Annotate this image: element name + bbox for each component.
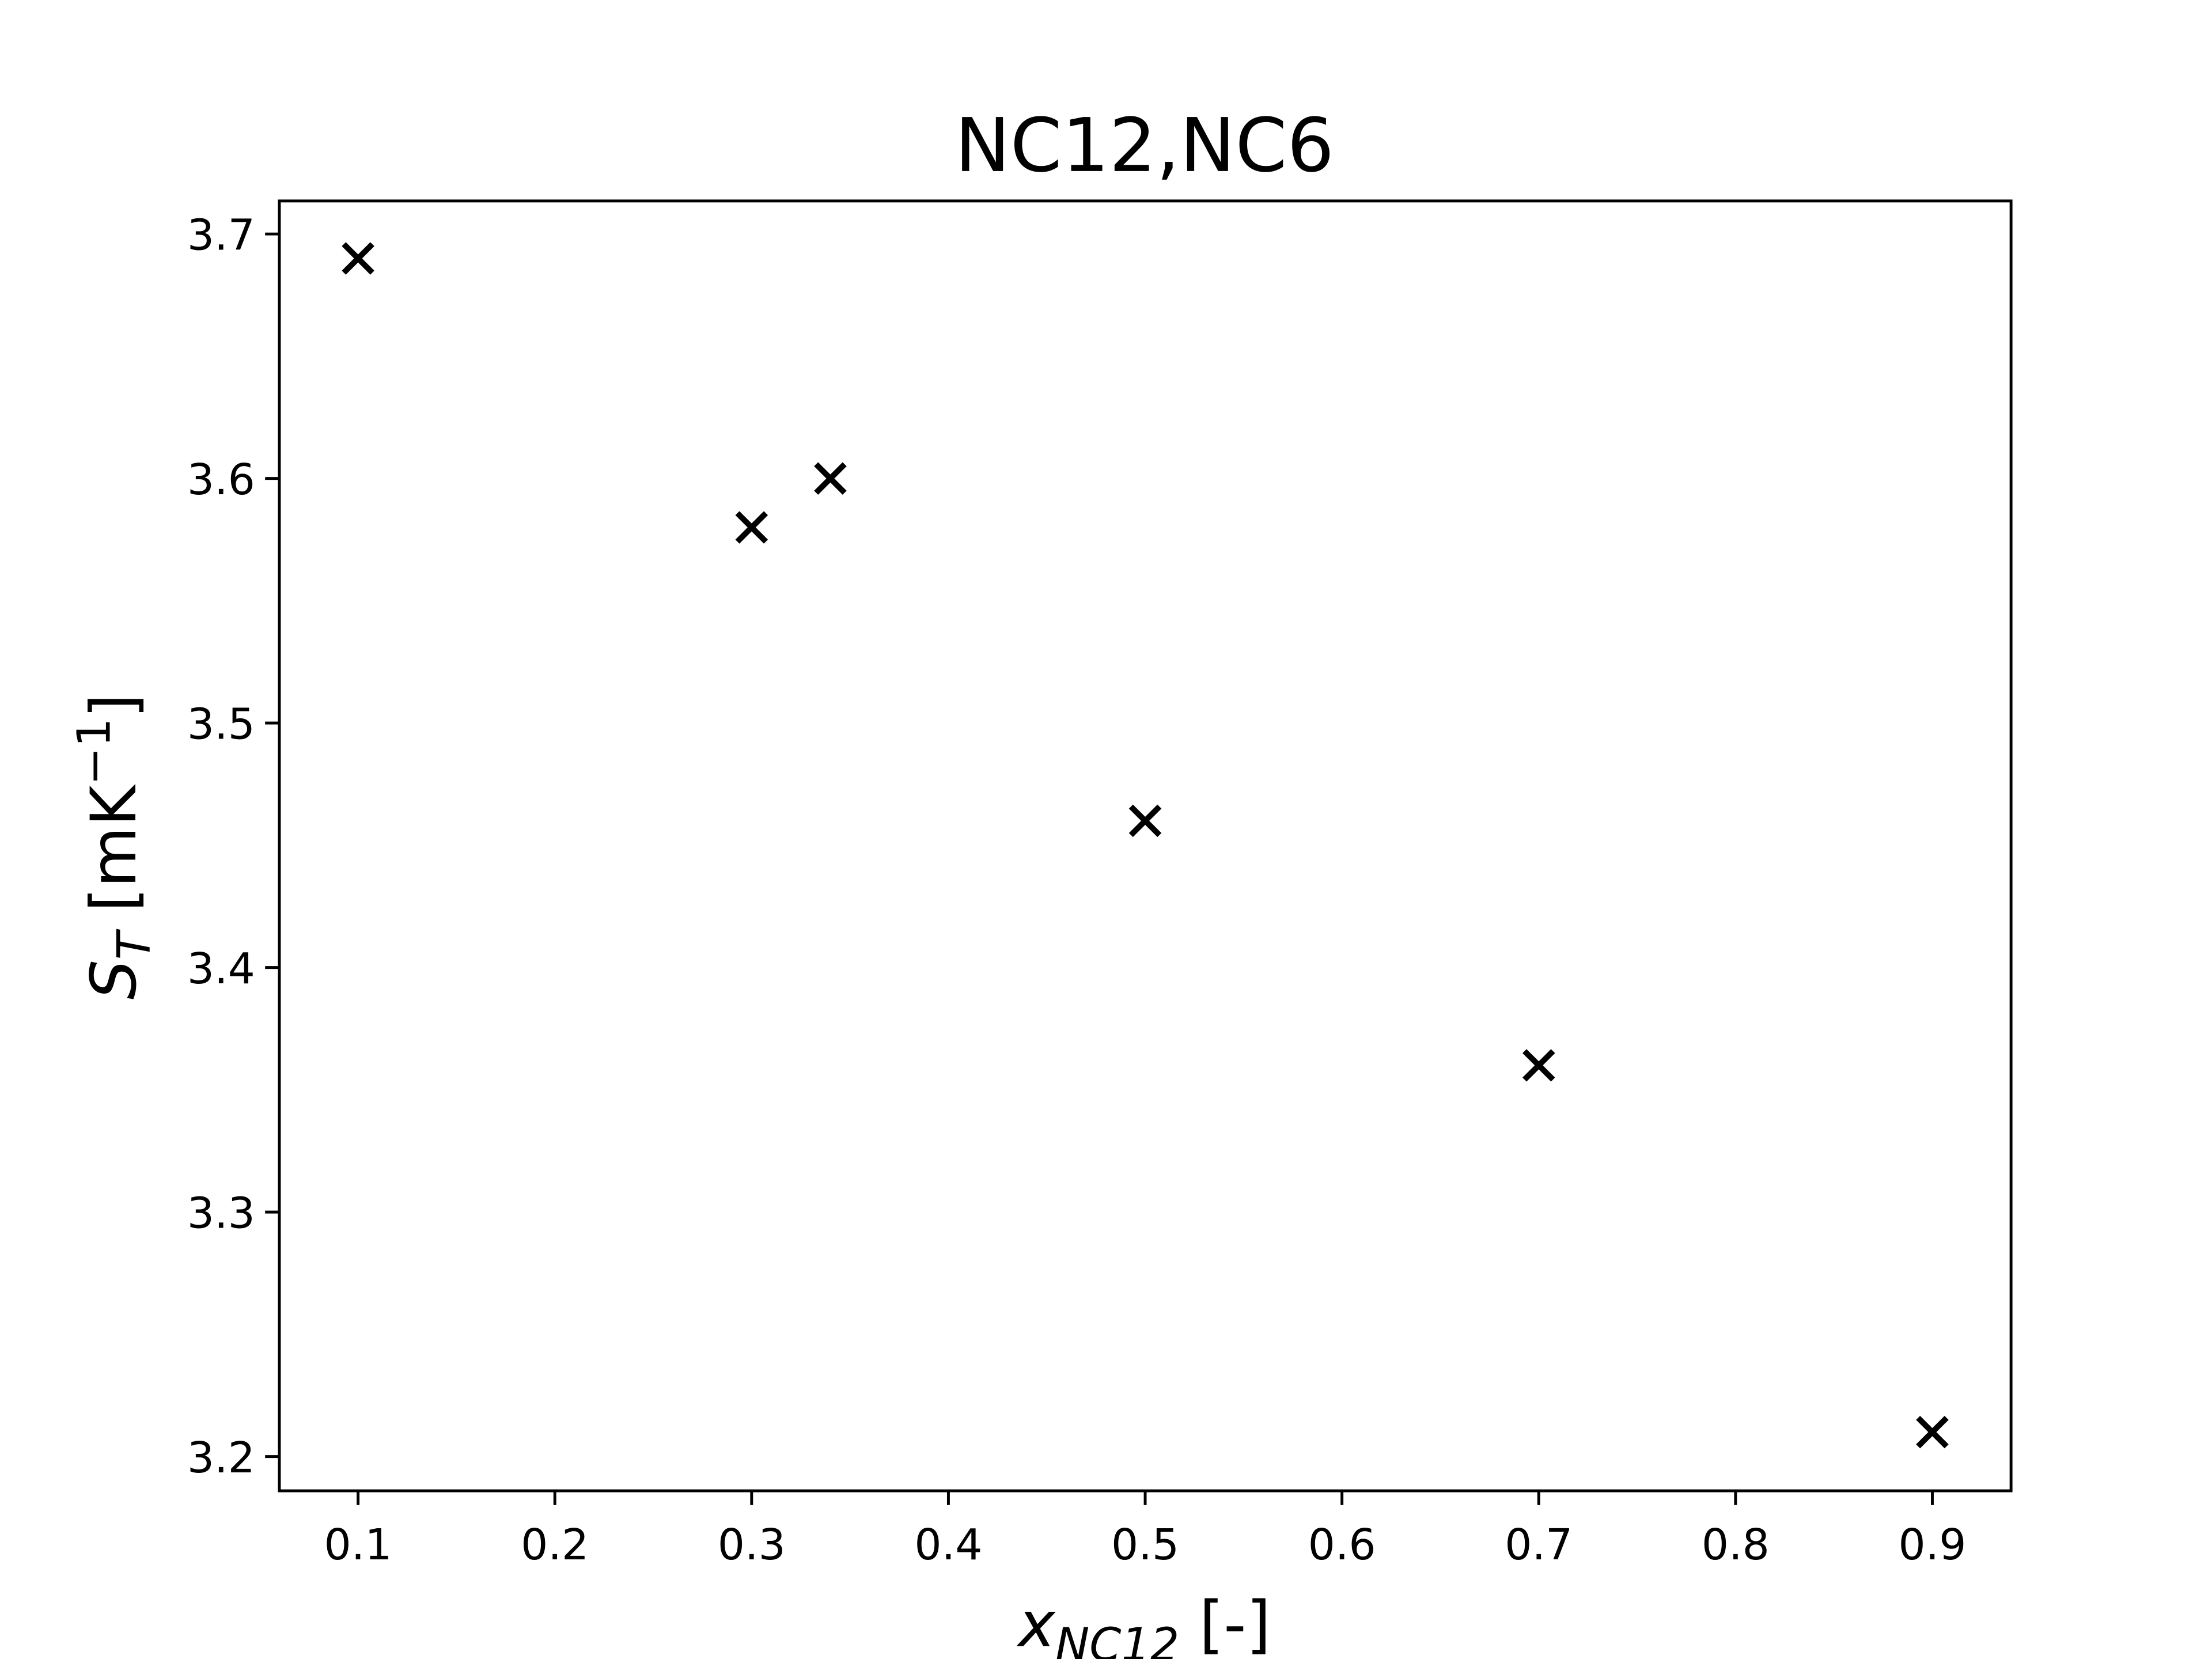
y-label-exponent: −1 [68,718,121,786]
x-tick-label: 0.8 [1702,1520,1770,1570]
y-tick-label: 3.2 [187,1433,255,1483]
x-axis-label: xNC12 [-] [1017,1588,1271,1659]
y-tick-label: 3.6 [187,454,255,505]
x-tick-label: 0.1 [324,1520,392,1570]
data-point [1916,1415,1949,1449]
x-tick-label: 0.7 [1505,1520,1573,1570]
y-tick-label: 3.5 [187,699,255,749]
x-label-symbol: x [1017,1588,1056,1659]
x-tick-label: 0.5 [1111,1520,1179,1570]
x-tick-label: 0.6 [1308,1520,1376,1570]
data-point [735,511,768,544]
x-tick-label: 0.2 [521,1520,589,1570]
y-label-close: ] [77,694,150,718]
data-point [814,462,847,495]
plot-frame [278,199,2013,1493]
x-label-subscript: NC12 [1055,1618,1179,1659]
x-tick-label: 0.3 [718,1520,786,1570]
y-axis-label: ST [mK−1] [68,694,161,999]
data-point [342,242,374,275]
data-point [1522,1049,1555,1082]
y-label-subscript: T [108,929,161,960]
y-tick-label: 3.4 [187,944,255,994]
y-label-unit: [mK [77,784,150,912]
data-point [1128,804,1162,838]
x-label-unit: [-] [1199,1588,1271,1659]
chart-title: NC12,NC6 [955,103,1335,189]
x-tick-label: 0.9 [1898,1520,1966,1570]
y-tick-label: 3.3 [187,1188,255,1238]
x-tick-label: 0.4 [914,1520,982,1570]
y-tick-label: 3.7 [187,210,255,260]
y-label-symbol: S [77,960,150,999]
